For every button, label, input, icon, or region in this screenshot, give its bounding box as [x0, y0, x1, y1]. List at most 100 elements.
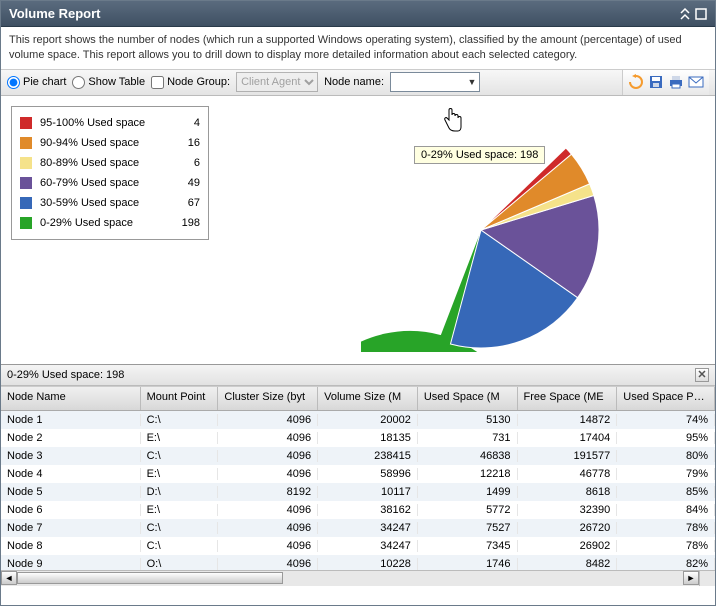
toolbar: Pie chart Show Table Node Group: Client …	[1, 70, 715, 96]
table-cell: 4096	[218, 540, 318, 552]
table-cell: 17404	[518, 432, 618, 444]
show-table-radio[interactable]: Show Table	[72, 76, 145, 89]
table-row[interactable]: Node 7C:\40963424775272672078%	[1, 519, 715, 537]
column-header[interactable]: Used Space (M	[418, 387, 518, 410]
scroll-right-icon[interactable]: ►	[683, 571, 699, 585]
column-header[interactable]: Node Name	[1, 387, 141, 410]
node-name-label: Node name:	[324, 76, 384, 88]
table-cell: 10117	[318, 486, 418, 498]
grid-body: Node 1C:\40962000251301487274%Node 2E:\4…	[1, 411, 715, 586]
toolbar-actions	[622, 70, 709, 95]
table-cell: 1746	[418, 558, 518, 570]
pie-chart-radio[interactable]: Pie chart	[7, 76, 66, 89]
table-cell: 4096	[218, 450, 318, 462]
table-cell: 5772	[418, 504, 518, 516]
window-title: Volume Report	[9, 6, 101, 21]
table-cell: 78%	[617, 522, 715, 534]
column-header[interactable]: Free Space (ME	[518, 387, 618, 410]
close-icon[interactable]: ✕	[695, 368, 709, 382]
table-cell: 4096	[218, 522, 318, 534]
legend-item[interactable]: 80-89% Used space6	[20, 153, 200, 173]
node-group-select[interactable]: Client Agent	[236, 72, 318, 92]
table-cell: Node 9	[1, 558, 141, 570]
chevron-down-icon: ▼	[465, 77, 479, 87]
volume-report-window: Volume Report This report shows the numb…	[0, 0, 716, 606]
column-header[interactable]: Mount Point	[141, 387, 219, 410]
grid-header: Node NameMount PointCluster Size (bytVol…	[1, 387, 715, 411]
mail-icon[interactable]	[687, 73, 705, 91]
table-cell: Node 4	[1, 468, 141, 480]
table-row[interactable]: Node 2E:\4096181357311740495%	[1, 429, 715, 447]
table-cell: 4096	[218, 504, 318, 516]
table-cell: Node 2	[1, 432, 141, 444]
table-cell: 4096	[218, 468, 318, 480]
legend-swatch	[20, 137, 32, 149]
table-cell: 82%	[617, 558, 715, 570]
legend-swatch	[20, 217, 32, 229]
table-cell: 34247	[318, 522, 418, 534]
scroll-corner	[699, 570, 715, 586]
table-row[interactable]: Node 4E:\409658996122184677879%	[1, 465, 715, 483]
table-cell: 85%	[617, 486, 715, 498]
table-cell: 95%	[617, 432, 715, 444]
titlebar-controls	[679, 8, 707, 20]
legend-item[interactable]: 0-29% Used space 198	[20, 213, 200, 233]
table-cell: 32390	[518, 504, 618, 516]
detail-header: 0-29% Used space: 198 ✕	[1, 364, 715, 386]
table-row[interactable]: Node 3C:\40962384154683819157780%	[1, 447, 715, 465]
column-header[interactable]: Used Space Perc	[617, 387, 715, 410]
chart-area: 95-100% Used space490-94% Used space1680…	[1, 96, 715, 364]
refresh-icon[interactable]	[627, 73, 645, 91]
table-cell: 12218	[418, 468, 518, 480]
legend-value: 198	[176, 217, 200, 229]
table-cell: 38162	[318, 504, 418, 516]
save-icon[interactable]	[647, 73, 665, 91]
legend-item[interactable]: 90-94% Used space16	[20, 133, 200, 153]
legend-label: 30-59% Used space	[40, 197, 168, 209]
legend-item[interactable]: 60-79% Used space49	[20, 173, 200, 193]
pie-tooltip: 0-29% Used space: 198	[414, 146, 545, 164]
table-cell: C:\	[141, 522, 219, 534]
table-cell: 58996	[318, 468, 418, 480]
table-cell: Node 5	[1, 486, 141, 498]
table-cell: C:\	[141, 414, 219, 426]
scroll-thumb[interactable]	[17, 572, 283, 584]
maximize-icon[interactable]	[695, 8, 707, 20]
report-description: This report shows the number of nodes (w…	[1, 27, 715, 70]
legend-value: 4	[176, 117, 200, 129]
legend-label: 80-89% Used space	[40, 157, 168, 169]
table-cell: C:\	[141, 450, 219, 462]
legend-label: 95-100% Used space	[40, 117, 168, 129]
table-cell: 1499	[418, 486, 518, 498]
column-header[interactable]: Cluster Size (byt	[218, 387, 318, 410]
table-cell: D:\	[141, 486, 219, 498]
node-group-checkbox[interactable]: Node Group:	[151, 76, 230, 89]
collapse-icon[interactable]	[679, 8, 691, 20]
legend-item[interactable]: 30-59% Used space 67	[20, 193, 200, 213]
print-icon[interactable]	[667, 73, 685, 91]
table-cell: E:\	[141, 504, 219, 516]
table-cell: 7527	[418, 522, 518, 534]
table-row[interactable]: Node 8C:\40963424773452690278%	[1, 537, 715, 555]
table-cell: E:\	[141, 468, 219, 480]
detail-title: 0-29% Used space: 198	[7, 369, 124, 381]
column-header[interactable]: Volume Size (M	[318, 387, 418, 410]
scroll-left-icon[interactable]: ◄	[1, 571, 17, 585]
legend-value: 67	[176, 197, 200, 209]
table-row[interactable]: Node 6E:\40963816257723239084%	[1, 501, 715, 519]
legend-item[interactable]: 95-100% Used space 4	[20, 113, 200, 133]
legend: 95-100% Used space490-94% Used space1680…	[11, 106, 209, 240]
table-cell: 78%	[617, 540, 715, 552]
legend-label: 0-29% Used space	[40, 217, 168, 229]
table-cell: 20002	[318, 414, 418, 426]
horizontal-scrollbar[interactable]: ◄ ►	[1, 570, 699, 586]
table-cell: 46838	[418, 450, 518, 462]
table-cell: Node 3	[1, 450, 141, 462]
table-cell: 4096	[218, 432, 318, 444]
legend-label: 90-94% Used space	[40, 137, 168, 149]
table-cell: Node 8	[1, 540, 141, 552]
node-name-input[interactable]: ▼	[390, 72, 480, 92]
table-row[interactable]: Node 5D:\8192101171499861885%	[1, 483, 715, 501]
table-cell: 4096	[218, 558, 318, 570]
table-row[interactable]: Node 1C:\40962000251301487274%	[1, 411, 715, 429]
